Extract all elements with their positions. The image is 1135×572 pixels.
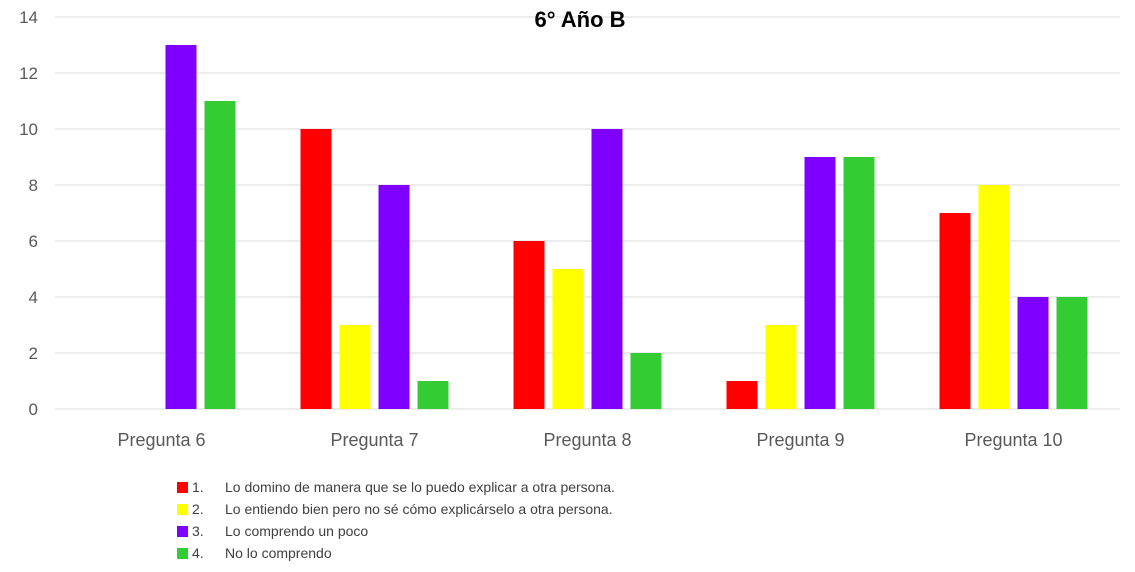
legend-item: 3. Lo comprendo un poco: [177, 520, 615, 542]
bar: [843, 157, 875, 409]
legend-label: No lo comprendo: [225, 545, 332, 561]
legend-item: 1. Lo domino de manera que se lo puedo ex…: [177, 476, 615, 498]
y-tick-label: 0: [29, 400, 38, 419]
bar: [378, 185, 410, 409]
legend-swatch: [177, 547, 188, 559]
x-tick-label: Pregunta 8: [543, 430, 631, 450]
legend-number: 2.: [192, 501, 204, 517]
bar: [165, 45, 197, 409]
bar: [339, 325, 371, 409]
bar: [804, 157, 836, 409]
y-tick-label: 2: [29, 344, 38, 363]
bar: [1056, 297, 1088, 409]
y-tick-label: 10: [19, 120, 38, 139]
y-tick-label: 14: [19, 8, 38, 27]
bar: [591, 129, 623, 409]
bar: [417, 381, 449, 409]
y-axis-ticks: 0 2 4 6 8 10 12 14: [19, 8, 38, 419]
bar: [630, 353, 662, 409]
legend-swatch: [177, 525, 188, 537]
y-tick-label: 4: [29, 288, 38, 307]
legend-number: 3.: [192, 523, 204, 539]
legend-number: 1.: [192, 479, 204, 495]
bars: [165, 45, 1088, 409]
bar: [978, 185, 1010, 409]
bar: [1017, 297, 1049, 409]
legend-swatch: [177, 503, 188, 515]
legend-label: Lo domino de manera que se lo puedo expl…: [225, 479, 615, 495]
bar: [513, 241, 545, 409]
legend-label: Lo comprendo un poco: [225, 523, 369, 539]
bar: [552, 269, 584, 409]
bar: [300, 129, 332, 409]
x-tick-label: Pregunta 10: [964, 430, 1062, 450]
legend: 1. Lo domino de manera que se lo puedo ex…: [177, 476, 615, 564]
legend-number: 4.: [192, 545, 204, 561]
y-tick-label: 8: [29, 176, 38, 195]
bar: [204, 101, 236, 409]
x-tick-label: Pregunta 6: [117, 430, 205, 450]
legend-swatch: [177, 481, 188, 493]
bar: [765, 325, 797, 409]
legend-item: 2. Lo entiendo bien pero no sé cómo expli…: [177, 498, 615, 520]
legend-label: Lo entiendo bien pero no sé cómo explicá…: [225, 501, 613, 517]
x-tick-label: Pregunta 9: [756, 430, 844, 450]
y-tick-label: 6: [29, 232, 38, 251]
bar: [726, 381, 758, 409]
bar: [939, 213, 971, 409]
x-tick-label: Pregunta 7: [330, 430, 418, 450]
y-tick-label: 12: [19, 64, 38, 83]
x-axis-categories: Pregunta 6 Pregunta 7 Pregunta 8 Pregunta 9…: [117, 430, 1062, 450]
chart-title: 6° Año B: [534, 7, 625, 32]
legend-item: 4. No lo comprendo: [177, 542, 615, 564]
